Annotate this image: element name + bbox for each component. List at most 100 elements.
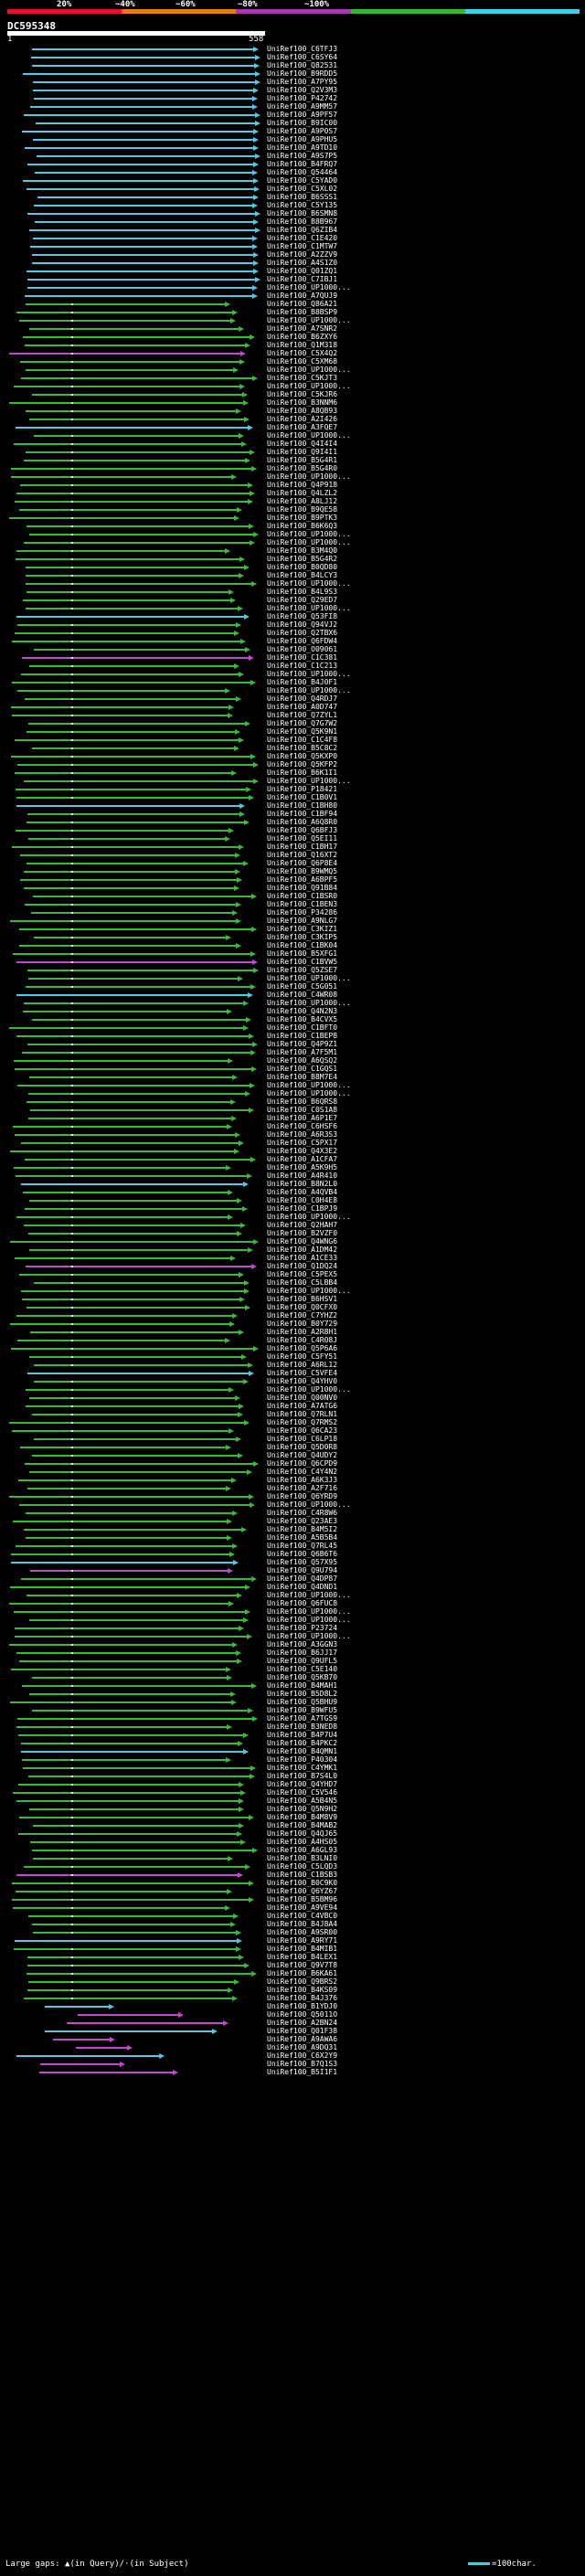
alignment-row[interactable]: [25, 293, 258, 299]
alignment-row[interactable]: [28, 976, 243, 981]
hit-label[interactable]: UniRef100_A1DM42: [267, 1246, 338, 1254]
hit-label[interactable]: UniRef100_Q5KXP0: [267, 752, 338, 760]
alignment-row[interactable]: [27, 968, 259, 973]
alignment-arrow[interactable]: [235, 853, 240, 858]
alignment-row[interactable]: [24, 1864, 250, 1870]
hit-label[interactable]: UniRef100_B8BSP9: [267, 308, 338, 316]
alignment-row[interactable]: [11, 705, 234, 710]
alignment-arrow[interactable]: [234, 1979, 239, 1985]
hit-label[interactable]: UniRef100_B6JJ17: [267, 1648, 338, 1657]
alignment-row[interactable]: [19, 1815, 254, 1820]
hit-label[interactable]: UniRef100_Q4LZL2: [267, 489, 338, 497]
alignment-arrow[interactable]: [225, 548, 230, 554]
alignment-row[interactable]: [24, 540, 255, 546]
hit-label[interactable]: UniRef100_Q4RDJ7: [267, 694, 338, 703]
alignment-arrow[interactable]: [245, 1864, 250, 1870]
alignment-row[interactable]: [16, 1798, 244, 1804]
alignment-row[interactable]: [32, 1922, 236, 1927]
hit-label[interactable]: UniRef100_B9PTK3: [267, 514, 338, 522]
hit-label[interactable]: UniRef100_A6Q8R0: [267, 818, 338, 826]
alignment-row[interactable]: [24, 1223, 246, 1228]
hit-label[interactable]: UniRef100_B6HSV1: [267, 1295, 338, 1303]
alignment-row[interactable]: [16, 795, 254, 800]
alignment-row[interactable]: [24, 869, 240, 875]
hit-label[interactable]: UniRef100_B9IC00: [267, 119, 338, 127]
alignment-arrow[interactable]: [239, 1798, 244, 1804]
hit-label[interactable]: UniRef100_A5B5B4: [267, 1533, 338, 1542]
alignment-arrow[interactable]: [253, 1239, 259, 1245]
hit-label[interactable]: UniRef100_UP1000...: [267, 604, 351, 612]
alignment-arrow[interactable]: [251, 894, 257, 899]
hit-label[interactable]: UniRef100_Q6BFJ3: [267, 826, 338, 834]
alignment-arrow[interactable]: [253, 145, 259, 151]
hit-label[interactable]: UniRef100_C5KJT3: [267, 374, 338, 382]
hit-label[interactable]: UniRef100_A9NLG7: [267, 917, 338, 925]
alignment-row[interactable]: [11, 1560, 239, 1565]
alignment-arrow[interactable]: [250, 1765, 256, 1771]
hit-label[interactable]: UniRef100_UP1000...: [267, 472, 351, 481]
alignment-arrow[interactable]: [236, 408, 241, 414]
alignment-arrow[interactable]: [229, 1387, 234, 1393]
hit-label[interactable]: UniRef100_A2BN24: [267, 2019, 338, 2027]
alignment-arrow[interactable]: [253, 1346, 259, 1352]
hit-label[interactable]: UniRef100_Q5011O: [267, 2010, 338, 2019]
hit-label[interactable]: UniRef100_Q00NV0: [267, 1394, 338, 1402]
alignment-row[interactable]: [15, 1938, 242, 1944]
alignment-arrow[interactable]: [253, 252, 259, 258]
hit-label[interactable]: UniRef100_UP1000...: [267, 316, 351, 324]
alignment-arrow[interactable]: [228, 1988, 233, 1993]
hit-label[interactable]: UniRef100_B5G4R0: [267, 464, 338, 472]
alignment-arrow[interactable]: [225, 302, 230, 307]
alignment-row[interactable]: [33, 894, 257, 899]
hit-label[interactable]: UniRef100_C4VBC0: [267, 1912, 338, 1920]
alignment-row[interactable]: [12, 639, 246, 644]
alignment-arrow[interactable]: [232, 910, 238, 916]
alignment-row[interactable]: [9, 1420, 250, 1426]
alignment-row[interactable]: [10, 1239, 259, 1245]
alignment-row[interactable]: [29, 532, 259, 537]
hit-label[interactable]: UniRef100_UP1000...: [267, 283, 351, 292]
hit-label[interactable]: UniRef100_UP1000...: [267, 999, 351, 1007]
alignment-row[interactable]: [19, 318, 236, 323]
alignment-row[interactable]: [11, 1346, 259, 1352]
alignment-row[interactable]: [29, 1617, 249, 1623]
hit-label[interactable]: UniRef100_B0C9K0: [267, 1879, 338, 1887]
alignment-row[interactable]: [16, 803, 245, 809]
alignment-arrow[interactable]: [255, 211, 261, 217]
alignment-arrow[interactable]: [252, 96, 258, 101]
alignment-arrow[interactable]: [234, 663, 239, 669]
hit-label[interactable]: UniRef100_A6QSQ2: [267, 1056, 338, 1065]
hit-label[interactable]: UniRef100_Q94VJ2: [267, 620, 338, 629]
hit-label[interactable]: UniRef100_A6RL12: [267, 1361, 338, 1369]
alignment-arrow[interactable]: [241, 1354, 247, 1360]
hit-label[interactable]: UniRef100_C6HSF6: [267, 1122, 338, 1130]
alignment-row[interactable]: [12, 1428, 234, 1434]
hit-label[interactable]: UniRef100_A7PY95: [267, 78, 338, 86]
alignment-row[interactable]: [16, 557, 245, 562]
hit-label[interactable]: UniRef100_C5XL02: [267, 185, 338, 193]
hit-label[interactable]: UniRef100_Q2HAH7: [267, 1221, 338, 1229]
alignment-row[interactable]: [15, 770, 237, 776]
alignment-row[interactable]: [22, 1297, 245, 1302]
alignment-arrow[interactable]: [254, 63, 260, 69]
hit-label[interactable]: UniRef100_A6GL93: [267, 1846, 338, 1854]
alignment-row[interactable]: [29, 326, 244, 332]
hit-label[interactable]: UniRef100_Q01F38: [267, 2027, 338, 2035]
alignment-arrow[interactable]: [252, 1042, 258, 1047]
hit-label[interactable]: UniRef100_A0D747: [267, 703, 338, 711]
alignment-arrow[interactable]: [239, 557, 245, 562]
hit-label[interactable]: UniRef100_A9PHU5: [267, 135, 338, 143]
alignment-row[interactable]: [45, 2004, 114, 2009]
alignment-arrow[interactable]: [250, 984, 256, 990]
alignment-row[interactable]: [14, 441, 247, 447]
hit-label[interactable]: UniRef100_B5D8L2: [267, 1690, 338, 1698]
alignment-arrow[interactable]: [228, 1190, 233, 1195]
hit-label[interactable]: UniRef100_Q6B6T6: [267, 1550, 338, 1558]
hit-label[interactable]: UniRef100_Q86A21: [267, 300, 338, 308]
hit-label[interactable]: UniRef100_C6TFJ3: [267, 45, 338, 53]
hit-label[interactable]: UniRef100_B6SMN8: [267, 209, 338, 217]
alignment-arrow[interactable]: [244, 1288, 250, 1294]
hit-label[interactable]: UniRef100_A6K3J3: [267, 1476, 338, 1484]
hit-label[interactable]: UniRef100_B3M4Q0: [267, 546, 338, 555]
alignment-arrow[interactable]: [237, 1938, 242, 1944]
